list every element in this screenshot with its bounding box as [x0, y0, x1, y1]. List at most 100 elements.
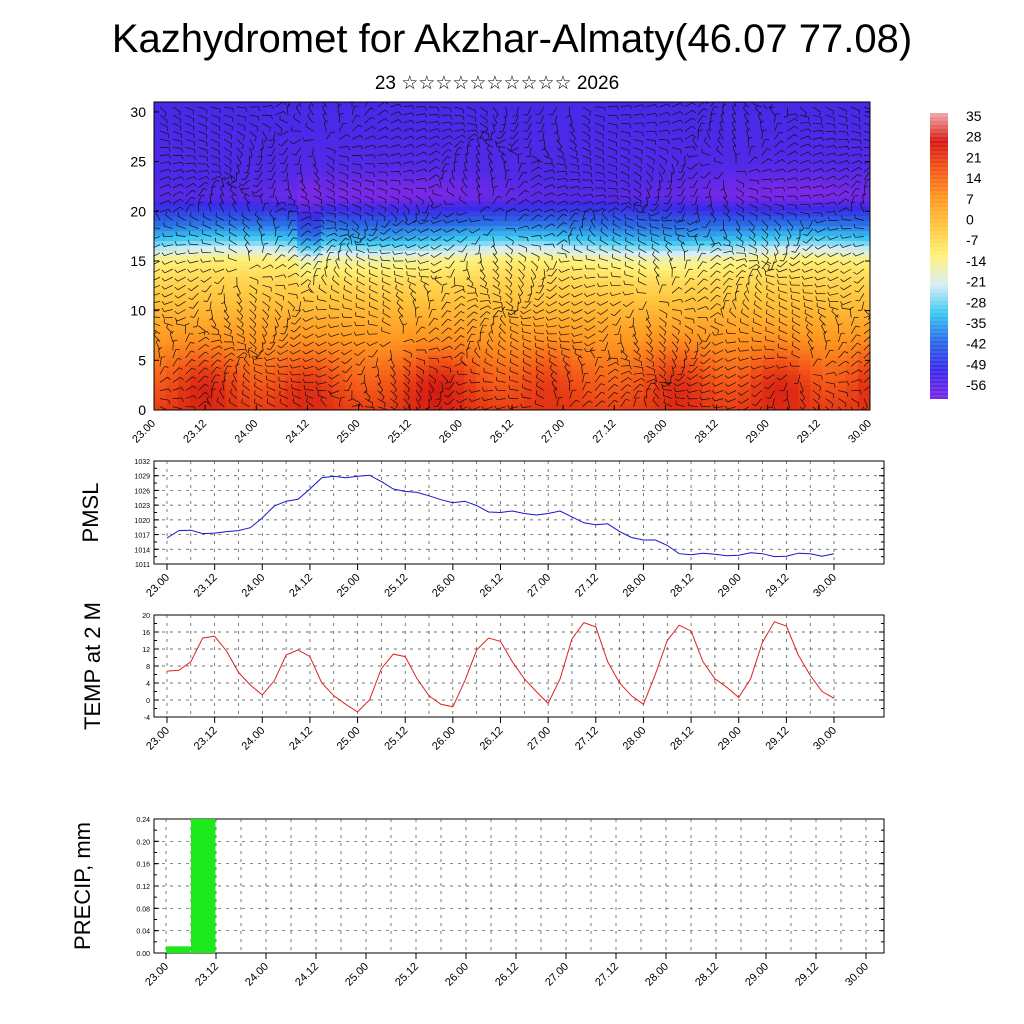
wind-barb-flag	[356, 260, 359, 265]
temperature-cell	[738, 191, 752, 197]
temperature-cell	[512, 161, 525, 168]
temperature-cell	[810, 191, 823, 197]
temperature-cell	[297, 300, 310, 307]
wind-barb-flag	[307, 279, 312, 282]
wind-barb	[223, 358, 230, 367]
wind-barb-flag	[264, 362, 267, 367]
temperature-cell	[500, 320, 513, 327]
temperature-cell	[201, 246, 215, 252]
wind-barb-flag	[305, 122, 308, 127]
wind-barb	[330, 395, 340, 399]
wind-barb	[249, 309, 257, 317]
wind-barb-flag	[206, 170, 210, 175]
temperature-cell	[177, 171, 191, 178]
temperature-cell	[846, 102, 859, 108]
wind-barb-flag	[204, 375, 209, 379]
wind-barb	[249, 325, 257, 333]
temperature-cell	[500, 206, 513, 212]
temperature-cell	[273, 260, 286, 267]
temperature-cell	[464, 400, 477, 406]
temperature-cell	[476, 231, 489, 237]
temperature-cell	[750, 330, 764, 337]
temperature-cell	[225, 106, 239, 113]
temperature-cell	[297, 315, 310, 322]
temperature-cell	[237, 405, 251, 410]
temperature-cell	[607, 126, 620, 133]
temperature-cell	[225, 400, 239, 406]
temperature-cell	[500, 340, 513, 347]
wind-barb	[176, 323, 186, 327]
temperature-cell	[464, 270, 477, 277]
temperature-cell	[691, 106, 704, 113]
temperature-cell	[428, 285, 441, 292]
temperature-cell	[607, 246, 620, 252]
wind-barb-flag	[266, 398, 269, 403]
temperature-cell	[285, 106, 298, 113]
wind-barb	[270, 171, 276, 181]
temperature-cell	[691, 310, 704, 317]
temperature-cell	[583, 166, 597, 173]
wind-barb-flag	[321, 231, 325, 235]
temperature-cell	[655, 390, 668, 396]
temperature-cell	[571, 131, 585, 138]
temperature-cell	[559, 206, 573, 212]
temperature-cell	[189, 290, 203, 297]
temperature-cell	[261, 330, 274, 337]
temperature-cell	[309, 385, 322, 391]
wind-barb	[351, 398, 361, 404]
temperature-cell	[213, 375, 227, 381]
temperature-cell	[858, 375, 870, 381]
temperature-cell	[428, 102, 441, 108]
temperature-cell	[714, 166, 728, 173]
temperature-cell	[679, 315, 692, 322]
wind-barb	[346, 245, 353, 253]
wind-barb	[262, 333, 266, 343]
temperature-cell	[714, 102, 728, 108]
temperature-cell	[213, 400, 227, 406]
temperature-cell	[691, 102, 704, 108]
wind-barb-flag	[332, 176, 335, 181]
temperature-cell	[726, 290, 740, 297]
wind-barb-flag	[161, 278, 166, 282]
temperature-cell	[559, 260, 573, 267]
temperature-cell	[344, 260, 358, 267]
temperature-cell	[488, 345, 501, 351]
temperature-cell	[321, 320, 334, 327]
temperature-cell	[285, 121, 298, 128]
temperature-cell	[834, 161, 847, 168]
wind-barb-flag	[233, 285, 238, 288]
temperature-cell	[380, 216, 394, 222]
temperature-cell	[380, 380, 394, 386]
temperature-cell	[309, 360, 322, 366]
temperature-cell	[464, 191, 477, 197]
temperature-cell	[774, 106, 788, 113]
temperature-cell	[786, 390, 799, 396]
temperature-cell	[691, 305, 704, 312]
temperature-cell	[404, 211, 418, 217]
temperature-cell	[523, 176, 537, 183]
temperature-cell	[177, 390, 191, 396]
temperature-cell	[846, 405, 859, 410]
temperature-cell	[559, 265, 573, 272]
temperature-cell	[273, 216, 286, 222]
temperature-cell	[858, 181, 870, 188]
temperature-cell	[285, 166, 298, 173]
temperature-cell	[440, 260, 453, 267]
temperature-cell	[822, 156, 835, 163]
wind-barb-flag	[242, 381, 245, 386]
temperature-cell	[822, 390, 835, 396]
temperature-cell	[213, 380, 227, 386]
temperature-cell	[774, 136, 788, 143]
temperature-cell	[237, 325, 251, 332]
temperature-cell	[619, 270, 632, 277]
temperature-cell	[237, 300, 251, 307]
wind-barb	[223, 122, 233, 127]
temperature-cell	[834, 111, 847, 118]
temperature-cell	[667, 265, 680, 272]
wind-barb-flag	[241, 323, 244, 328]
temperature-cell	[416, 226, 430, 232]
wind-barb-flag	[178, 367, 183, 370]
temperature-cell	[607, 300, 620, 307]
temperature-cell	[237, 400, 251, 406]
temperature-cell	[416, 106, 430, 113]
